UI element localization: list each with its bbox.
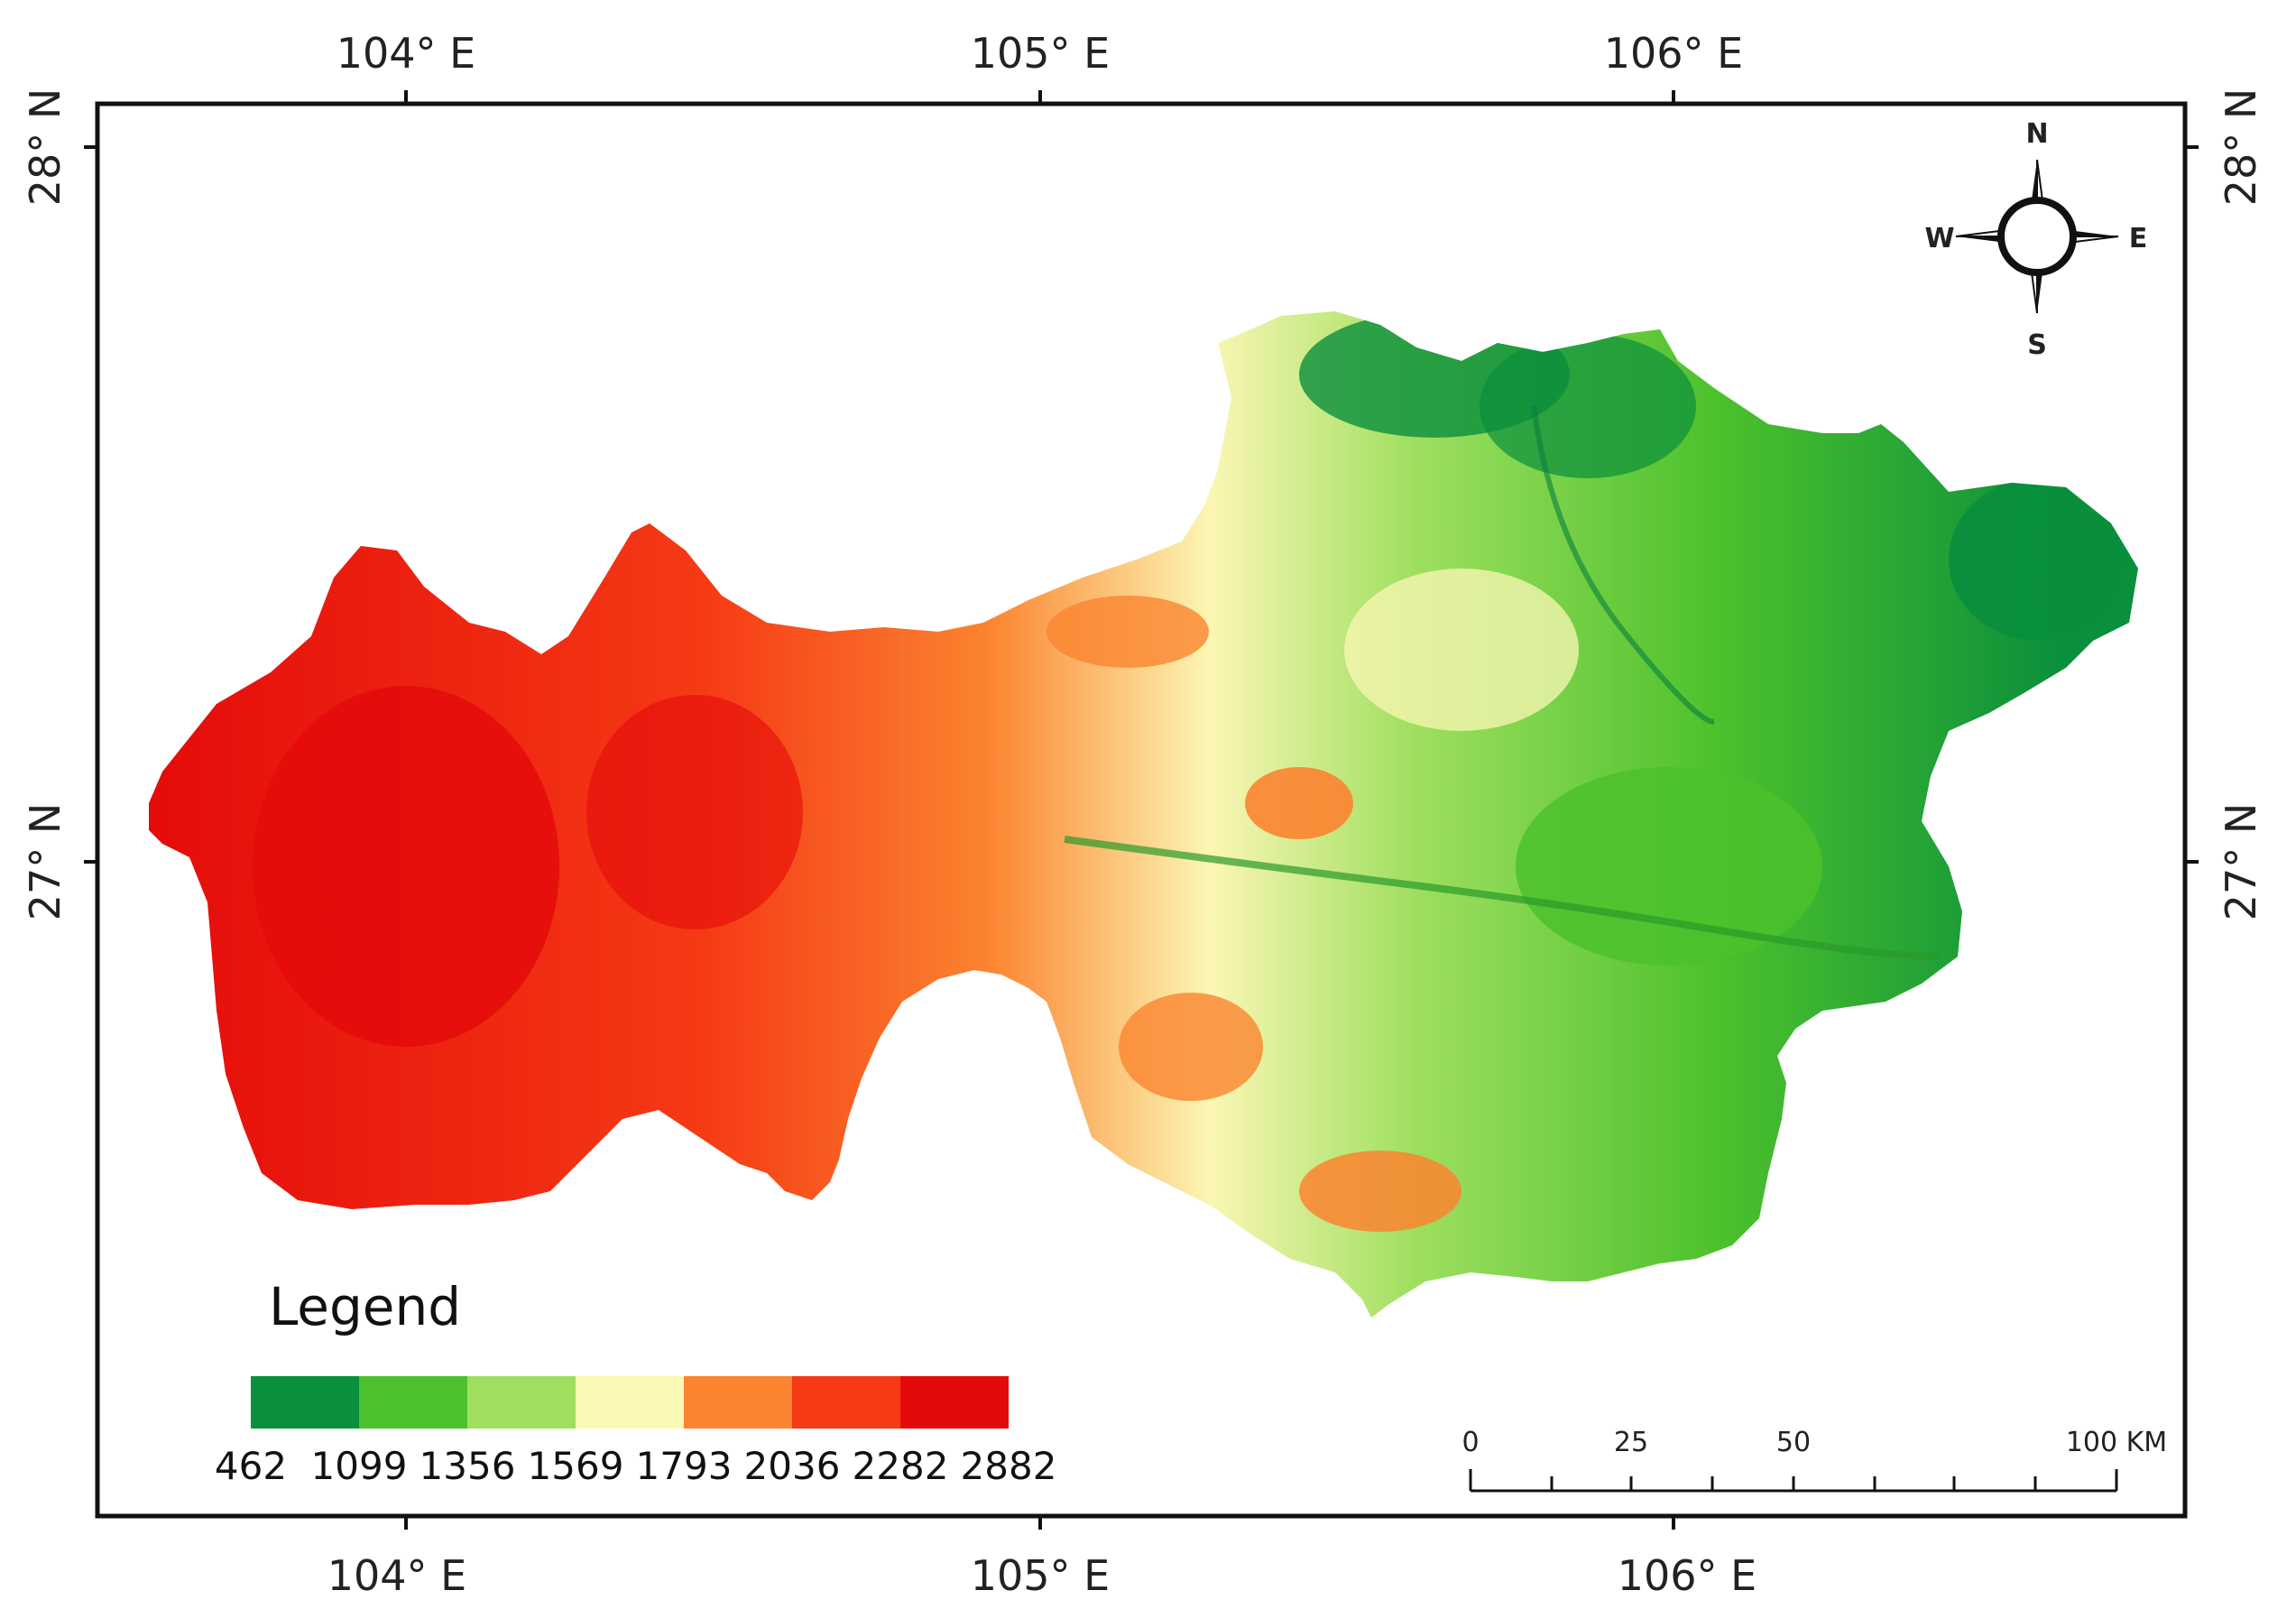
- compass-west-label: W: [1924, 223, 1954, 254]
- lon-label-bottom: 105° E: [971, 1551, 1111, 1600]
- orange-patch: [1047, 596, 1209, 668]
- scale-label: 0: [1462, 1427, 1479, 1458]
- legend-title: Legend: [269, 1276, 461, 1337]
- lat-label-right: 27° N: [2217, 803, 2265, 921]
- legend-value-label: 1356: [420, 1444, 516, 1488]
- lon-label-bottom: 106° E: [1618, 1551, 1757, 1600]
- lon-label-bottom: 104° E: [327, 1551, 467, 1600]
- legend-value-label: 1793: [636, 1444, 733, 1488]
- legend-swatch: [576, 1376, 684, 1429]
- compass-north-label: N: [2025, 118, 2048, 150]
- lat-label-left: 28° N: [21, 88, 69, 207]
- graticule-ticks: [84, 90, 2199, 1530]
- highland-patch: [586, 695, 803, 929]
- river-line: [1064, 836, 1941, 960]
- legend-value-label: 1099: [311, 1444, 408, 1488]
- orange-patch: [1299, 1151, 1462, 1232]
- lon-label-top: 106° E: [1604, 29, 1744, 78]
- legend-value-label: 1569: [528, 1444, 624, 1488]
- legend-swatch: [251, 1376, 359, 1429]
- scale-label: 50: [1776, 1427, 1811, 1458]
- scale-label: 25: [1614, 1427, 1648, 1458]
- legend-value-labels: 462 1099 1356 1569 1793 2036 2282 2882: [215, 1444, 1057, 1488]
- compass-east-label: E: [2129, 223, 2148, 254]
- legend-value-label: 2882: [961, 1444, 1057, 1488]
- legend-swatch: [792, 1376, 900, 1429]
- scale-bar: [1469, 1469, 2118, 1493]
- orange-patch: [1119, 993, 1263, 1101]
- legend-swatch: [684, 1376, 792, 1429]
- legend-swatch: [359, 1376, 467, 1429]
- highland-patch: [253, 686, 559, 1047]
- yellow-patch: [1344, 569, 1579, 731]
- lon-label-top: 104° E: [337, 29, 476, 78]
- legend-color-ramp: [251, 1376, 1009, 1429]
- compass-south-label: S: [2027, 329, 2047, 361]
- scale-label: 100 KM: [2066, 1427, 2167, 1458]
- compass-rose-icon: [1955, 159, 2119, 314]
- lat-label-left: 27° N: [21, 803, 69, 921]
- lon-label-top: 105° E: [971, 29, 1111, 78]
- lowland-patch: [1480, 334, 1696, 478]
- legend-value-label: 2282: [853, 1444, 949, 1488]
- map-frame: [95, 101, 2188, 1519]
- legend-swatch: [467, 1376, 576, 1429]
- orange-patch: [1245, 767, 1353, 839]
- legend-value-label: 462: [215, 1444, 287, 1488]
- elevation-raster: [149, 311, 2138, 1318]
- lowland-patch: [1949, 478, 2129, 641]
- legend-value-label: 2036: [744, 1444, 841, 1488]
- river-line: [1531, 405, 1715, 725]
- lowland-patch: [1516, 767, 1822, 966]
- legend-swatch: [900, 1376, 1009, 1429]
- lat-label-right: 28° N: [2217, 88, 2265, 207]
